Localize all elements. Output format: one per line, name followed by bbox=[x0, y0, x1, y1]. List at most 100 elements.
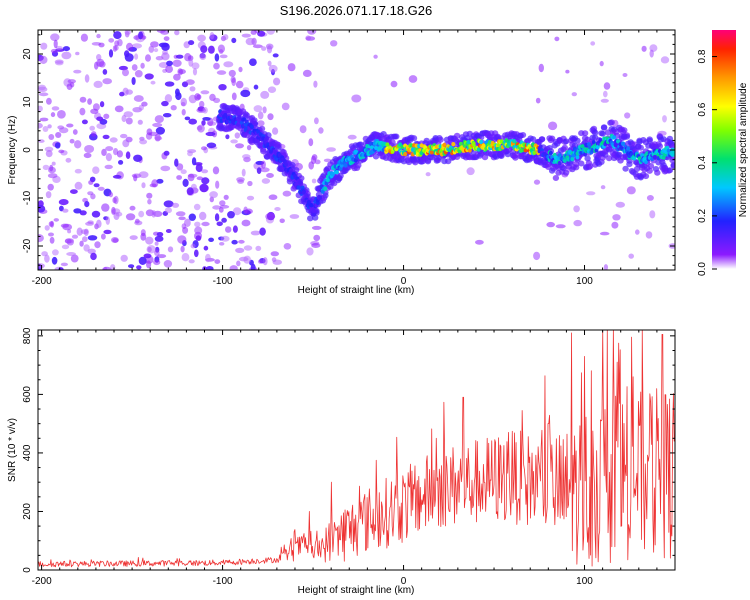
heatmap-cell bbox=[575, 155, 580, 160]
spectrogram-heatmap bbox=[38, 30, 675, 270]
heatmap-cell bbox=[600, 185, 606, 190]
heatmap-cell bbox=[206, 142, 217, 149]
heatmap-cell bbox=[287, 63, 296, 72]
heatmap-cell bbox=[219, 200, 226, 206]
heatmap-cell bbox=[120, 254, 128, 262]
heatmap-cell bbox=[249, 124, 254, 129]
heatmap-cell bbox=[98, 42, 105, 48]
heatmap-cell bbox=[65, 157, 72, 163]
heatmap-cell bbox=[600, 124, 608, 131]
heatmap-cell bbox=[102, 134, 110, 140]
heatmap-cell bbox=[87, 98, 92, 105]
heatmap-cell bbox=[599, 60, 604, 67]
heatmap-cell bbox=[205, 266, 214, 270]
heatmap-cell bbox=[283, 243, 292, 250]
heatmap-cell bbox=[209, 32, 215, 40]
heatmap-cell bbox=[231, 239, 238, 245]
heatmap-cell bbox=[153, 259, 161, 266]
heatmap-cell bbox=[147, 198, 152, 205]
heatmap-cell bbox=[125, 151, 131, 159]
heatmap-cell bbox=[66, 252, 76, 256]
heatmap-cell bbox=[646, 195, 654, 201]
heatmap-cell bbox=[138, 171, 149, 179]
heatmap-cell bbox=[235, 80, 244, 89]
heatmap-cell bbox=[227, 211, 235, 219]
heatmap-cell bbox=[662, 115, 667, 123]
heatmap-cell bbox=[573, 205, 580, 213]
heatmap-cell bbox=[103, 229, 112, 235]
heatmap-cell bbox=[118, 160, 124, 165]
heatmap-cell bbox=[154, 235, 164, 242]
heatmap-cell bbox=[403, 151, 408, 157]
heatmap-cell bbox=[253, 84, 259, 90]
heatmap-cell bbox=[199, 53, 207, 60]
heatmap-cell bbox=[243, 206, 248, 214]
heatmap-cell bbox=[199, 100, 205, 108]
heatmap-cell bbox=[187, 151, 193, 157]
heatmap-cell bbox=[274, 207, 281, 211]
heatmap-cell bbox=[560, 165, 567, 172]
heatmap-cell bbox=[48, 134, 55, 140]
heatmap-cell bbox=[114, 40, 120, 47]
heatmap-cell bbox=[109, 137, 118, 143]
heatmap-cell bbox=[90, 252, 97, 261]
heatmap-cell bbox=[62, 223, 73, 231]
heatmap-cell bbox=[586, 191, 596, 196]
heatmap-cell bbox=[93, 183, 100, 188]
heatmap-cell bbox=[51, 161, 56, 166]
heatmap-cell bbox=[202, 107, 208, 114]
heatmap-cell bbox=[586, 163, 594, 170]
heatmap-cell bbox=[141, 101, 148, 107]
heatmap-cell bbox=[267, 86, 277, 93]
heatmap-cell bbox=[112, 174, 122, 179]
heatmap-cell bbox=[70, 189, 78, 195]
x-tick-label: -100 bbox=[213, 576, 233, 587]
heatmap-cell bbox=[38, 105, 43, 112]
heatmap-cell bbox=[223, 112, 228, 118]
heatmap-cell bbox=[88, 180, 94, 185]
heatmap-cell bbox=[67, 229, 72, 234]
heatmap-cell bbox=[58, 199, 69, 206]
heatmap-cell bbox=[313, 80, 318, 88]
heatmap-cell bbox=[241, 33, 251, 38]
heatmap-cell bbox=[312, 208, 316, 213]
heatmap-cell bbox=[103, 266, 108, 270]
heatmap-cell bbox=[55, 132, 62, 138]
heatmap-cell bbox=[326, 147, 336, 152]
colorbar-tick-label: 0.6 bbox=[697, 102, 708, 116]
heatmap-cell bbox=[270, 251, 279, 257]
heatmap-cell bbox=[592, 129, 599, 136]
heatmap-cell bbox=[670, 162, 675, 169]
heatmap-cell bbox=[180, 169, 187, 175]
heatmap-cell bbox=[129, 235, 138, 241]
heatmap-cell bbox=[533, 251, 541, 261]
heatmap-cell bbox=[163, 260, 173, 268]
heatmap-cell bbox=[57, 125, 65, 130]
heatmap-cell bbox=[57, 110, 66, 119]
heatmap-cell bbox=[101, 203, 110, 212]
heatmap-cell bbox=[150, 80, 156, 85]
heatmap-cell bbox=[67, 79, 77, 84]
heatmap-cell bbox=[632, 156, 637, 161]
heatmap-cell bbox=[573, 219, 582, 227]
y-tick-label: -10 bbox=[22, 190, 33, 205]
heatmap-cell bbox=[201, 146, 207, 151]
y-tick-label: 20 bbox=[22, 48, 33, 60]
heatmap-cell bbox=[256, 167, 262, 175]
heatmap-cell bbox=[96, 33, 101, 39]
heatmap-cell bbox=[272, 53, 279, 58]
heatmap-cell bbox=[218, 84, 227, 91]
heatmap-cell bbox=[122, 68, 129, 77]
heatmap-cell bbox=[221, 217, 227, 223]
heatmap-cell bbox=[140, 62, 145, 69]
heatmap-cell bbox=[53, 218, 59, 222]
heatmap-cell bbox=[201, 169, 209, 174]
x-tick-label: -100 bbox=[213, 276, 233, 287]
heatmap-cell bbox=[223, 194, 229, 200]
heatmap-cell bbox=[83, 244, 90, 252]
heatmap-cell bbox=[58, 149, 65, 154]
heatmap-cell bbox=[284, 162, 289, 167]
heatmap-cell bbox=[466, 167, 475, 176]
heatmap-cell bbox=[232, 207, 242, 216]
